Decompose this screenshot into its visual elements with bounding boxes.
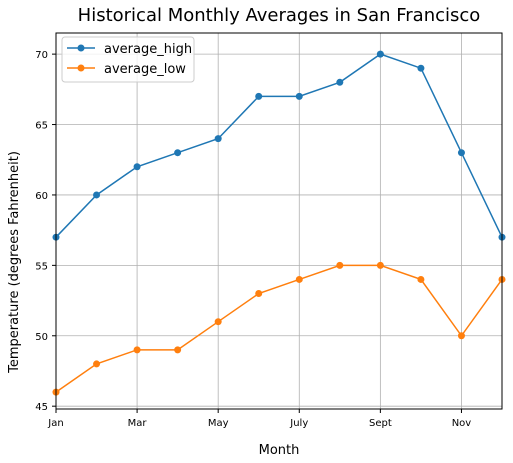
plot-frame <box>55 32 503 410</box>
average_high-point <box>174 149 182 157</box>
y-tick-label: 55 <box>35 261 48 272</box>
average_low-point <box>376 261 384 269</box>
y-tick-label: 50 <box>35 332 48 343</box>
x-axis-ticks: Jan Mar May July Sept Nov <box>47 409 471 429</box>
average_low-point <box>417 275 425 283</box>
average_low-point <box>295 275 303 283</box>
average_low-line <box>55 264 503 393</box>
average_low-point <box>133 346 141 354</box>
x-tick-label: May <box>208 418 229 429</box>
legend-label-average_low: average_low <box>104 62 186 77</box>
average_high-point <box>376 50 384 58</box>
series-lines <box>55 53 503 393</box>
y-tick-label: 70 <box>35 50 48 61</box>
chart-title: Historical Monthly Averages in San Franc… <box>78 5 481 26</box>
average_high-point <box>295 92 303 100</box>
average_low-point <box>336 261 344 269</box>
average_high-point <box>336 78 344 86</box>
x-tick-label: Sept <box>369 418 392 429</box>
y-tick-label: 65 <box>35 121 48 132</box>
average_high-point <box>417 64 425 72</box>
average_low-point <box>174 346 182 354</box>
average_high-point <box>457 149 465 157</box>
average_low-point <box>255 290 263 298</box>
average_high-line <box>55 53 503 238</box>
x-axis-label: Month <box>259 443 300 458</box>
legend-label-average_high: average_high <box>104 42 192 57</box>
average_low-point <box>457 332 465 340</box>
legend: average_high average_low <box>61 36 195 83</box>
grid <box>55 33 502 409</box>
y-tick-label: 45 <box>35 402 48 413</box>
average_high-point <box>214 135 222 143</box>
legend-marker-average_high <box>77 44 85 52</box>
legend-marker-average_low <box>77 64 85 72</box>
x-tick-label: Nov <box>452 418 472 429</box>
average_high-point <box>93 191 101 199</box>
y-axis-ticks: 45 50 55 60 65 70 <box>35 50 56 413</box>
average_low-point <box>214 318 222 326</box>
x-tick-label: Mar <box>128 418 148 429</box>
x-tick-label: Jan <box>47 418 63 429</box>
y-tick-label: 60 <box>35 191 48 202</box>
average_low-point <box>93 360 101 368</box>
average_high-point <box>133 163 141 171</box>
data-points <box>52 50 506 396</box>
x-tick-label: July <box>289 418 308 429</box>
y-axis-label: Temperature (degrees Fahrenheit) <box>7 151 22 374</box>
average_high-point <box>255 92 263 100</box>
